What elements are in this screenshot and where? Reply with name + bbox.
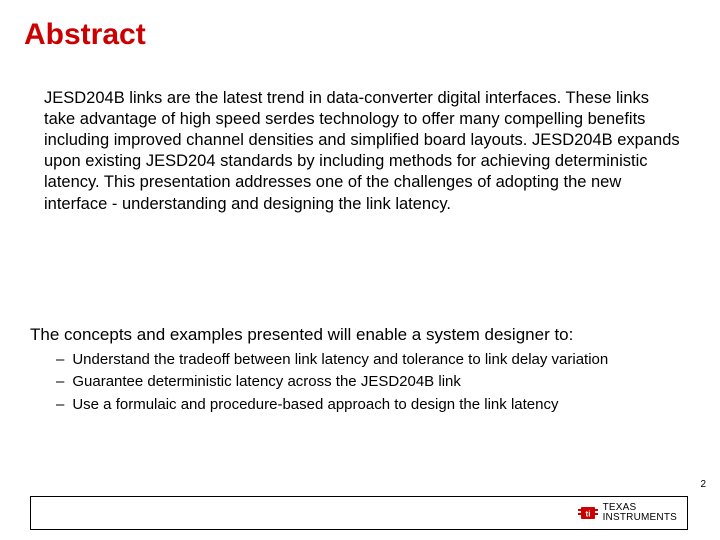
bullet-dash-icon: – — [56, 395, 72, 415]
svg-text:ti: ti — [585, 510, 590, 519]
bullet-list: – Understand the tradeoff between link l… — [56, 350, 680, 417]
abstract-paragraph: JESD204B links are the latest trend in d… — [44, 88, 680, 215]
slide-title: Abstract — [24, 18, 146, 52]
brand-line-2: INSTRUMENTS — [603, 513, 677, 524]
bullet-dash-icon: – — [56, 372, 72, 392]
list-item: – Understand the tradeoff between link l… — [56, 350, 680, 370]
list-item: – Guarantee deterministic latency across… — [56, 372, 680, 392]
lead-in-paragraph: The concepts and examples presented will… — [30, 324, 690, 346]
bullet-dash-icon: – — [56, 350, 72, 370]
slide: Abstract JESD204B links are the latest t… — [0, 0, 720, 540]
ti-brand-text: TEXAS INSTRUMENTS — [603, 503, 677, 524]
bullet-text: Guarantee deterministic latency across t… — [72, 372, 680, 392]
list-item: – Use a formulaic and procedure-based ap… — [56, 395, 680, 415]
page-number: 2 — [700, 479, 706, 490]
ti-chip-icon: ti — [578, 504, 598, 522]
ti-logo: ti TEXAS INSTRUMENTS — [578, 503, 677, 524]
footer-bar: ti TEXAS INSTRUMENTS — [30, 496, 688, 530]
bullet-text: Use a formulaic and procedure-based appr… — [72, 395, 680, 415]
bullet-text: Understand the tradeoff between link lat… — [72, 350, 680, 370]
